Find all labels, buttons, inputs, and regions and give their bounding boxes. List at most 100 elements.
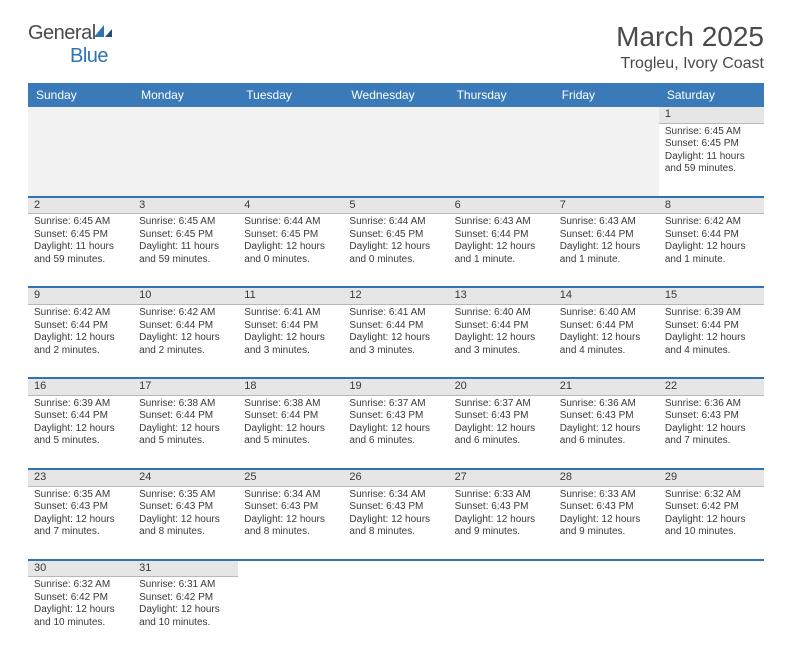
day-cell: Sunrise: 6:45 AMSunset: 6:45 PMDaylight:… — [133, 214, 238, 270]
month-title: March 2025 — [616, 22, 764, 53]
sunrise-text: Sunrise: 6:45 AM — [665, 126, 758, 139]
day-number: 15 — [659, 288, 764, 305]
day-header: Monday — [133, 83, 238, 107]
sunrise-text: Sunrise: 6:36 AM — [560, 398, 653, 411]
daylight-text: Daylight: 12 hours and 1 minute. — [455, 241, 548, 266]
daylight-text: Daylight: 11 hours and 59 minutes. — [34, 241, 127, 266]
day-number: 5 — [343, 198, 448, 215]
day-cell: Sunrise: 6:45 AMSunset: 6:45 PMDaylight:… — [659, 124, 764, 180]
sunset-text: Sunset: 6:45 PM — [244, 229, 337, 242]
calendar-page: GeneralBlue March 2025 Trogleu, Ivory Co… — [0, 0, 792, 671]
sunset-text: Sunset: 6:44 PM — [455, 320, 548, 333]
day-number: 12 — [343, 288, 448, 305]
sunset-text: Sunset: 6:42 PM — [139, 592, 232, 605]
sunset-text: Sunset: 6:42 PM — [34, 592, 127, 605]
sunset-text: Sunset: 6:43 PM — [349, 410, 442, 423]
sunrise-text: Sunrise: 6:41 AM — [244, 307, 337, 320]
day-cell: Sunrise: 6:35 AMSunset: 6:43 PMDaylight:… — [133, 487, 238, 543]
daylight-text: Daylight: 12 hours and 4 minutes. — [665, 332, 758, 357]
sunrise-text: Sunrise: 6:36 AM — [665, 398, 758, 411]
sunset-text: Sunset: 6:44 PM — [244, 320, 337, 333]
day-cell: Sunrise: 6:36 AMSunset: 6:43 PMDaylight:… — [659, 396, 764, 452]
title-block: March 2025 Trogleu, Ivory Coast — [616, 22, 764, 73]
sunrise-text: Sunrise: 6:35 AM — [139, 489, 232, 502]
sunrise-text: Sunrise: 6:32 AM — [34, 579, 127, 592]
sunrise-text: Sunrise: 6:32 AM — [665, 489, 758, 502]
sunrise-text: Sunrise: 6:42 AM — [34, 307, 127, 320]
sunset-text: Sunset: 6:44 PM — [665, 229, 758, 242]
day-header: Saturday — [659, 83, 764, 107]
sunset-text: Sunset: 6:43 PM — [139, 501, 232, 514]
sunset-text: Sunset: 6:44 PM — [560, 229, 653, 242]
day-number: 13 — [449, 288, 554, 305]
sunrise-text: Sunrise: 6:39 AM — [34, 398, 127, 411]
calendar-body: 1Sunrise: 6:45 AMSunset: 6:45 PMDaylight… — [28, 107, 764, 650]
sunrise-text: Sunrise: 6:42 AM — [139, 307, 232, 320]
sunset-text: Sunset: 6:43 PM — [349, 501, 442, 514]
week-row: Sunrise: 6:42 AMSunset: 6:44 PMDaylight:… — [28, 305, 764, 378]
daylight-text: Daylight: 12 hours and 4 minutes. — [560, 332, 653, 357]
day-cell: Sunrise: 6:36 AMSunset: 6:43 PMDaylight:… — [554, 396, 659, 452]
sunset-text: Sunset: 6:43 PM — [560, 410, 653, 423]
day-cell: Sunrise: 6:32 AMSunset: 6:42 PMDaylight:… — [28, 577, 133, 633]
sunrise-text: Sunrise: 6:31 AM — [139, 579, 232, 592]
calendar-table: SundayMondayTuesdayWednesdayThursdayFrid… — [28, 83, 764, 650]
day-cell: Sunrise: 6:40 AMSunset: 6:44 PMDaylight:… — [554, 305, 659, 361]
sunrise-text: Sunrise: 6:43 AM — [455, 216, 548, 229]
day-number: 11 — [238, 288, 343, 305]
day-header: Sunday — [28, 83, 133, 107]
day-number: 17 — [133, 379, 238, 396]
day-cell: Sunrise: 6:43 AMSunset: 6:44 PMDaylight:… — [554, 214, 659, 270]
sunrise-text: Sunrise: 6:43 AM — [560, 216, 653, 229]
sunset-text: Sunset: 6:43 PM — [560, 501, 653, 514]
day-number: 27 — [449, 470, 554, 487]
day-number: 18 — [238, 379, 343, 396]
logo-text-part1: General — [28, 22, 96, 44]
sunset-text: Sunset: 6:45 PM — [665, 138, 758, 151]
daynum-row: 23242526272829 — [28, 469, 764, 487]
week-row: Sunrise: 6:32 AMSunset: 6:42 PMDaylight:… — [28, 577, 764, 649]
sunrise-text: Sunrise: 6:33 AM — [455, 489, 548, 502]
daynum-row: 9101112131415 — [28, 287, 764, 305]
daylight-text: Daylight: 12 hours and 10 minutes. — [665, 514, 758, 539]
daylight-text: Daylight: 12 hours and 1 minute. — [665, 241, 758, 266]
sunrise-text: Sunrise: 6:38 AM — [244, 398, 337, 411]
sail-icon — [92, 22, 114, 44]
day-number: 30 — [28, 561, 133, 578]
sunset-text: Sunset: 6:44 PM — [455, 229, 548, 242]
day-cell: Sunrise: 6:38 AMSunset: 6:44 PMDaylight:… — [133, 396, 238, 452]
daylight-text: Daylight: 12 hours and 3 minutes. — [244, 332, 337, 357]
daylight-text: Daylight: 12 hours and 0 minutes. — [244, 241, 337, 266]
day-number: 29 — [659, 470, 764, 487]
day-header: Wednesday — [343, 83, 448, 107]
daylight-text: Daylight: 12 hours and 5 minutes. — [244, 423, 337, 448]
day-number: 8 — [659, 198, 764, 215]
daynum-row: 16171819202122 — [28, 378, 764, 396]
sunrise-text: Sunrise: 6:42 AM — [665, 216, 758, 229]
day-number: 28 — [554, 470, 659, 487]
day-cell: Sunrise: 6:41 AMSunset: 6:44 PMDaylight:… — [343, 305, 448, 361]
day-cell: Sunrise: 6:37 AMSunset: 6:43 PMDaylight:… — [449, 396, 554, 452]
day-cell: Sunrise: 6:32 AMSunset: 6:42 PMDaylight:… — [659, 487, 764, 543]
sunset-text: Sunset: 6:44 PM — [244, 410, 337, 423]
day-number: 24 — [133, 470, 238, 487]
day-cell: Sunrise: 6:31 AMSunset: 6:42 PMDaylight:… — [133, 577, 238, 633]
daylight-text: Daylight: 12 hours and 6 minutes. — [560, 423, 653, 448]
day-header: Tuesday — [238, 83, 343, 107]
week-row: Sunrise: 6:35 AMSunset: 6:43 PMDaylight:… — [28, 487, 764, 560]
sunset-text: Sunset: 6:44 PM — [665, 320, 758, 333]
sunrise-text: Sunrise: 6:45 AM — [139, 216, 232, 229]
sunset-text: Sunset: 6:43 PM — [665, 410, 758, 423]
sunrise-text: Sunrise: 6:34 AM — [244, 489, 337, 502]
daynum-row: 3031 — [28, 560, 764, 578]
day-header-row: SundayMondayTuesdayWednesdayThursdayFrid… — [28, 83, 764, 107]
day-cell: Sunrise: 6:35 AMSunset: 6:43 PMDaylight:… — [28, 487, 133, 543]
day-cell: Sunrise: 6:37 AMSunset: 6:43 PMDaylight:… — [343, 396, 448, 452]
day-cell: Sunrise: 6:34 AMSunset: 6:43 PMDaylight:… — [343, 487, 448, 543]
daylight-text: Daylight: 12 hours and 2 minutes. — [34, 332, 127, 357]
sunset-text: Sunset: 6:44 PM — [560, 320, 653, 333]
day-number: 1 — [659, 107, 764, 124]
daylight-text: Daylight: 12 hours and 9 minutes. — [455, 514, 548, 539]
daylight-text: Daylight: 12 hours and 0 minutes. — [349, 241, 442, 266]
sunrise-text: Sunrise: 6:44 AM — [244, 216, 337, 229]
